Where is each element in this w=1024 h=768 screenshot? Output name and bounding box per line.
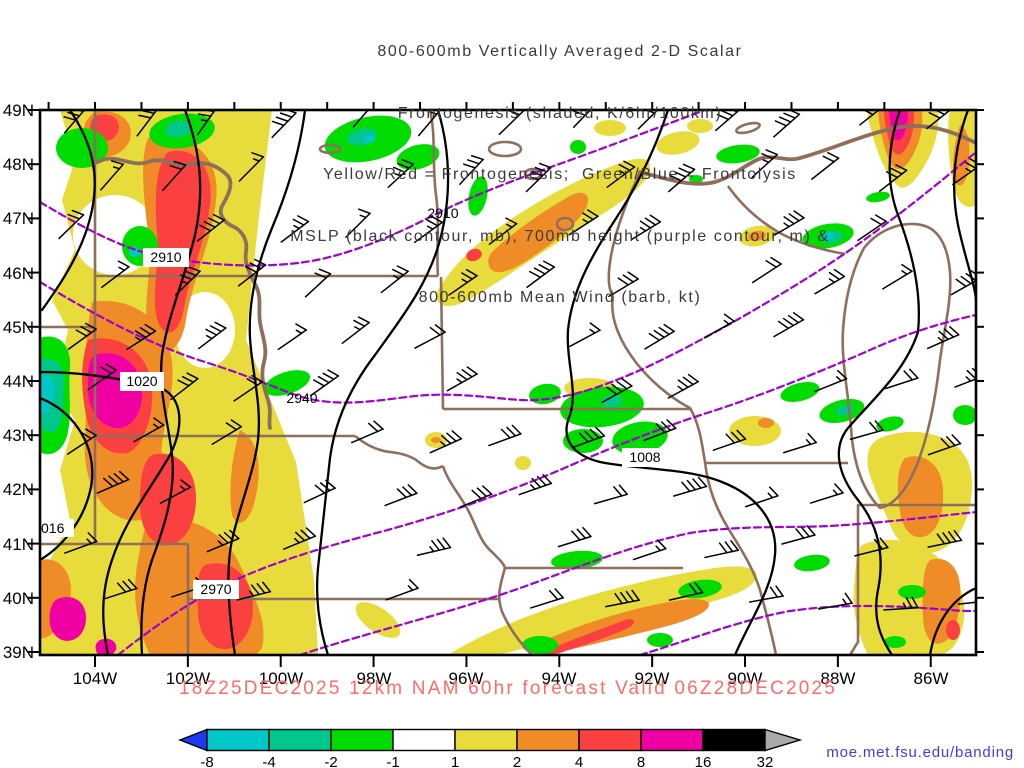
lon-label: 94W xyxy=(542,669,577,688)
title-line-4: MSLP (black contour, mb), 700mb height (… xyxy=(290,227,830,245)
lake-superior-shore xyxy=(638,124,976,186)
map-frame xyxy=(38,108,978,657)
lon-label: 90W xyxy=(728,669,763,688)
lon-label: 88W xyxy=(821,669,856,688)
height-label: 2970 xyxy=(200,581,231,597)
lat-label: 40N xyxy=(3,589,34,608)
colorbar: -8 -4 -2 -1 1 2 4 8 16 32 xyxy=(178,728,803,768)
colorbar-tick: -8 xyxy=(200,754,213,768)
lon-label: 100W xyxy=(259,669,303,688)
colorbar-arrow-right xyxy=(764,728,803,752)
colorbar-segment xyxy=(578,728,642,752)
colorbar-tick: 32 xyxy=(757,754,774,768)
colorbar-segment xyxy=(454,728,518,752)
lat-label: 41N xyxy=(3,535,34,554)
colorbar-tick: -4 xyxy=(262,754,275,768)
lon-label: 98W xyxy=(357,669,392,688)
title-line-2: Frontogenesis (shaded, K/6hr/100km) xyxy=(397,104,723,122)
mslp-label: 016 xyxy=(41,520,65,536)
credit-link[interactable]: moe.met.fsu.edu/banding xyxy=(826,744,1014,761)
state-borders xyxy=(40,110,976,655)
lon-axis-labels: 104W 102W 100W 98W 96W 94W 92W 90W 88W 8… xyxy=(73,669,949,688)
colorbar-tick: 8 xyxy=(637,754,645,768)
height-label: 2910 xyxy=(427,205,458,221)
colorbar-tick-labels: -8 -4 -2 -1 1 2 4 8 16 32 xyxy=(200,754,773,768)
colorbar-arrow-left xyxy=(178,728,208,752)
lat-label: 48N xyxy=(3,155,34,174)
title-block: 800-600mb Vertically Averaged 2-D Scalar… xyxy=(60,1,1024,350)
mslp-label: 1020 xyxy=(126,373,157,389)
lat-label: 42N xyxy=(3,480,34,499)
colorbar-tick: 1 xyxy=(451,754,459,768)
colorbar-tick: -2 xyxy=(324,754,337,768)
lon-label: 92W xyxy=(635,669,670,688)
colorbar-segment xyxy=(330,728,394,752)
height-label: 2940 xyxy=(286,390,317,406)
mslp-contours xyxy=(40,110,976,655)
contour-value-labels: 2910 2910 2940 2970 1020 1008 016 xyxy=(40,205,668,599)
title-line-5: 800-600mb Mean Wind (barb, kt) xyxy=(418,289,702,306)
lat-label: 39N xyxy=(3,643,34,662)
colorbar-segment xyxy=(206,728,270,752)
wind-barbs xyxy=(58,110,976,611)
mslp-label: 1008 xyxy=(629,449,660,465)
colorbar-segment xyxy=(268,728,332,752)
colorbar-segment xyxy=(516,728,580,752)
forecast-valid-line: 18Z25DEC2025 12km NAM 60hr forecast Vali… xyxy=(178,678,838,699)
lat-label: 44N xyxy=(3,372,34,391)
lat-label: 47N xyxy=(3,209,34,228)
axis-ticks xyxy=(28,102,984,667)
colorbar-tick: 2 xyxy=(513,754,521,768)
missouri-river xyxy=(96,156,272,430)
title-line-3: Yellow/Red = Frontogenesis; Green/Blue =… xyxy=(323,166,797,183)
lat-axis-labels: 49N 48N 47N 46N 45N 44N 43N 42N 41N 40N … xyxy=(3,101,34,662)
colorbar-tick: -1 xyxy=(386,754,399,768)
lon-label: 102W xyxy=(166,669,210,688)
lon-label: 104W xyxy=(73,669,117,688)
lat-label: 45N xyxy=(3,318,34,337)
lat-label: 46N xyxy=(3,264,34,283)
colorbar-segment xyxy=(392,728,456,752)
colorbar-segment xyxy=(640,728,704,752)
lon-label: 96W xyxy=(449,669,484,688)
colorbar-tick: 4 xyxy=(575,754,583,768)
colorbar-segment xyxy=(702,728,766,752)
lat-label: 49N xyxy=(3,101,34,120)
lon-label: 86W xyxy=(914,669,949,688)
colorbar-tick: 16 xyxy=(695,754,712,768)
lat-label: 43N xyxy=(3,426,34,445)
lake-michigan-outline xyxy=(841,222,952,510)
height-label: 2910 xyxy=(150,249,181,265)
title-line-1: 800-600mb Vertically Averaged 2-D Scalar xyxy=(377,43,743,60)
